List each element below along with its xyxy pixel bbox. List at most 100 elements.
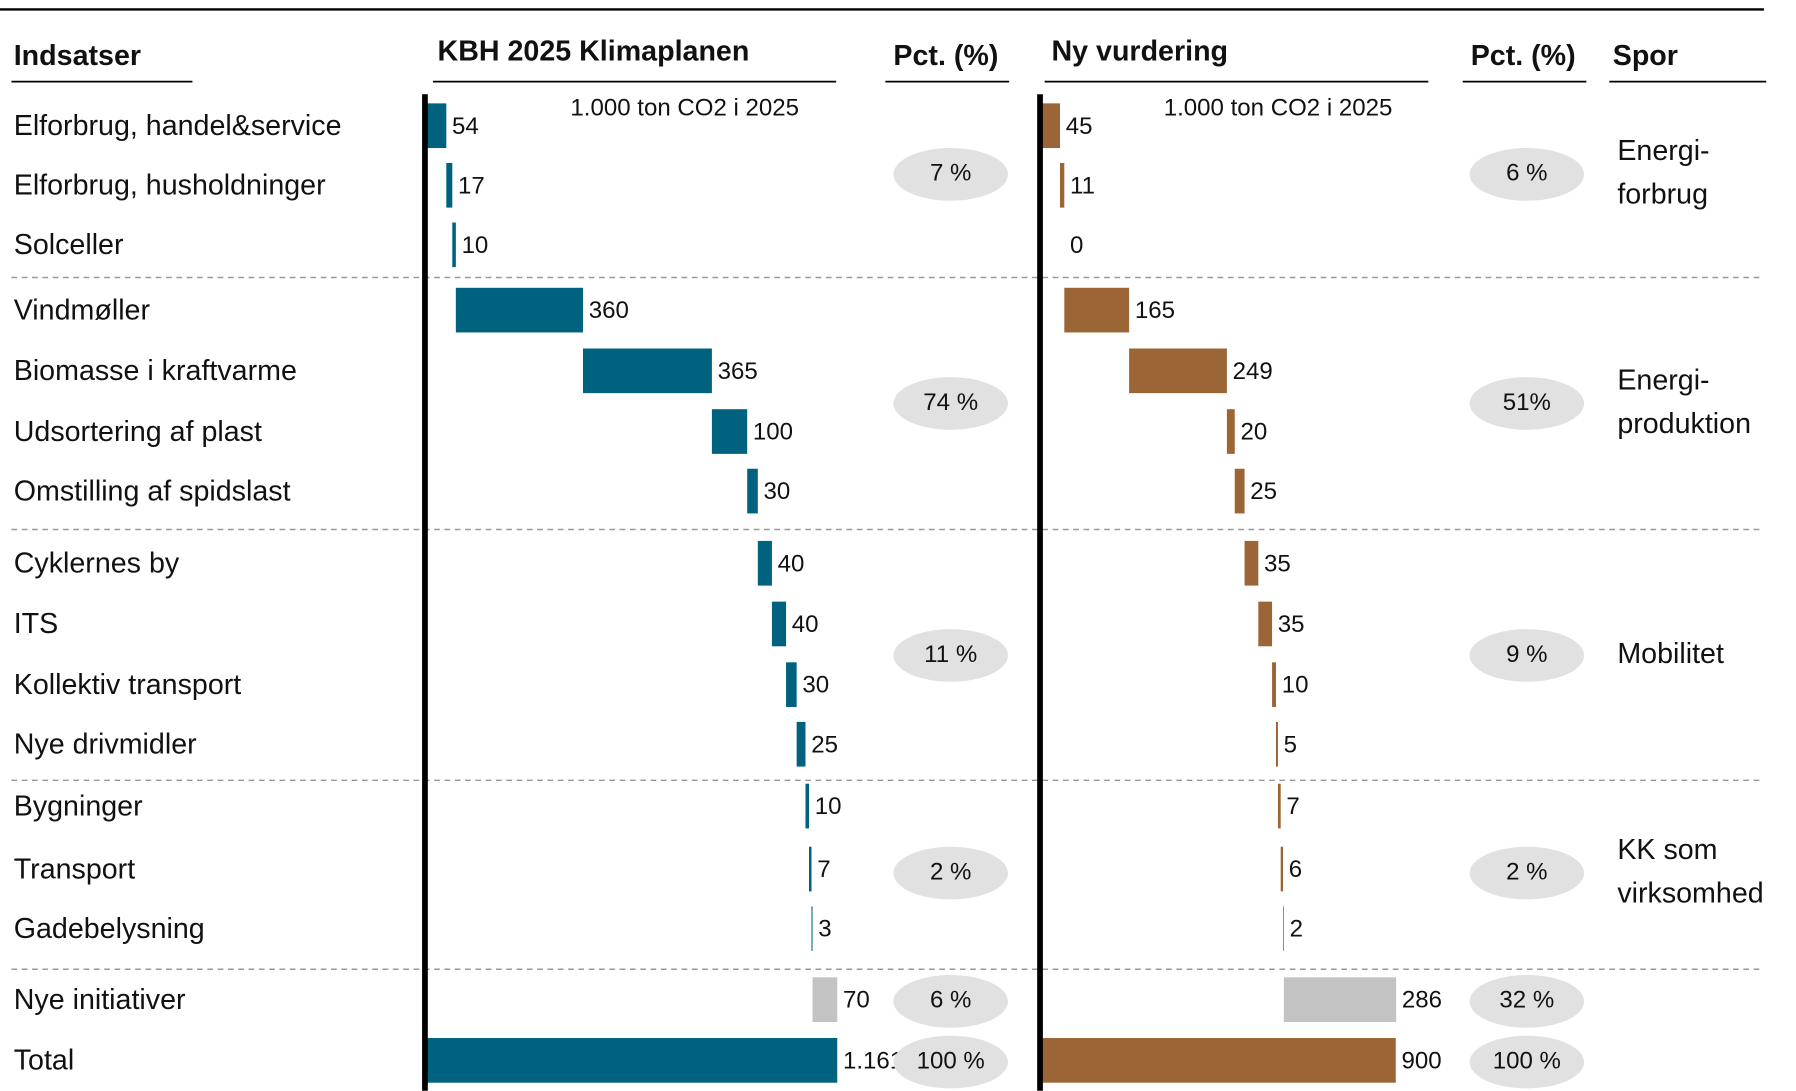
value-label: 7 — [817, 856, 830, 883]
percent-label: 9 % — [1506, 641, 1547, 668]
bar — [1283, 906, 1284, 951]
percent-pill — [893, 629, 1008, 682]
bar — [446, 162, 453, 208]
bar — [1059, 162, 1065, 208]
bar — [582, 348, 712, 394]
value-label: 25 — [1250, 478, 1277, 505]
bar — [805, 783, 810, 829]
value-label: 11 — [1070, 172, 1095, 199]
percent-pill — [893, 846, 1008, 900]
percent-pill — [1469, 629, 1585, 682]
percent-label: 51% — [1503, 389, 1551, 416]
bar — [1042, 103, 1060, 149]
row-label: Nye initiativer — [14, 984, 186, 1016]
bar — [811, 906, 813, 951]
percent-label: 11 % — [924, 641, 977, 668]
column-header: Pct. (%) — [1471, 40, 1576, 72]
value-label: 165 — [1135, 297, 1175, 324]
row-label: Gadebelysning — [14, 913, 205, 945]
column-header: Pct. (%) — [893, 40, 998, 72]
track-label: Energi- — [1617, 364, 1709, 396]
value-label: 6 — [1289, 856, 1302, 883]
value-label: 17 — [458, 172, 485, 199]
bar — [427, 103, 447, 149]
percent-pill — [1469, 1035, 1585, 1089]
bar — [747, 468, 758, 514]
bar — [1042, 1038, 1396, 1083]
percent-label: 7 % — [930, 160, 971, 187]
chart-title: Ny vurdering — [1051, 36, 1228, 68]
value-label: 900 — [1401, 1047, 1441, 1074]
bar — [1283, 977, 1397, 1022]
track-label: Energi- — [1617, 135, 1709, 167]
percent-pill — [893, 148, 1008, 201]
row-label: Bygninger — [14, 790, 143, 822]
percent-label: 6 % — [1506, 160, 1547, 187]
value-label: 40 — [792, 611, 819, 638]
percent-pill — [893, 1035, 1008, 1089]
track-label: virksomhed — [1617, 877, 1763, 909]
track-label: produktion — [1617, 408, 1751, 440]
track-label: forbrug — [1617, 179, 1708, 211]
bar — [812, 977, 838, 1022]
value-label: 20 — [1240, 419, 1267, 446]
bar — [1244, 540, 1259, 586]
value-label: 7 — [1286, 793, 1299, 820]
row-label: Cyklernes by — [14, 548, 180, 580]
chart-subtitle: 1.000 ton CO2 i 2025 — [1164, 94, 1393, 121]
group-separators — [11, 276, 1764, 971]
value-label: 2 — [1290, 916, 1303, 943]
bar — [796, 721, 806, 767]
column-header: Spor — [1613, 40, 1678, 72]
value-label: 30 — [802, 672, 829, 699]
bar — [1234, 468, 1245, 514]
chart-subtitle: 1.000 ton CO2 i 2025 — [570, 94, 799, 121]
bar — [1277, 783, 1281, 829]
value-label: 10 — [1282, 672, 1309, 699]
track-label: KK som — [1617, 834, 1717, 866]
percent-label: 100 % — [1493, 1047, 1561, 1074]
value-label: 30 — [764, 478, 791, 505]
bar — [1280, 846, 1284, 892]
row-label: Total — [14, 1045, 74, 1077]
percent-pill — [893, 377, 1008, 430]
column-header: Indsatser — [14, 40, 141, 72]
percent-label: 2 % — [1506, 858, 1547, 885]
value-label: 5 — [1284, 731, 1297, 758]
percent-label: 2 % — [930, 858, 971, 885]
row-label: Nye drivmidler — [14, 729, 197, 761]
bar — [1258, 601, 1273, 647]
bar — [1226, 409, 1235, 454]
bar — [1275, 721, 1278, 767]
row-label: Transport — [14, 853, 135, 885]
percent-pill — [1469, 846, 1585, 900]
bar — [757, 540, 772, 586]
value-label: 70 — [843, 987, 870, 1014]
bar — [771, 601, 787, 647]
bar — [711, 409, 748, 454]
row-label: Elforbrug, husholdninger — [14, 170, 326, 202]
value-label: 54 — [452, 113, 479, 140]
value-label: 25 — [811, 731, 838, 758]
percent-label: 74 % — [923, 389, 978, 416]
percent-pill — [893, 975, 1008, 1028]
bar — [1129, 348, 1227, 394]
bar — [786, 662, 797, 708]
value-label: 10 — [462, 232, 489, 259]
value-label: 0 — [1070, 232, 1083, 259]
row-label: Biomasse i kraftvarme — [14, 355, 297, 387]
bar — [809, 846, 812, 892]
value-label: 35 — [1278, 611, 1305, 638]
percent-label: 100 % — [917, 1047, 985, 1074]
bar — [1272, 662, 1276, 708]
bar — [455, 287, 583, 333]
chart-title: KBH 2025 Klimaplanen — [438, 36, 750, 68]
percent-pill — [1469, 377, 1585, 430]
bar — [427, 1038, 838, 1083]
row-label: Vindmøller — [14, 294, 151, 326]
value-label: 10 — [815, 793, 842, 820]
row-label: Solceller — [14, 229, 124, 261]
value-label: 286 — [1402, 987, 1442, 1014]
bar — [452, 222, 456, 268]
